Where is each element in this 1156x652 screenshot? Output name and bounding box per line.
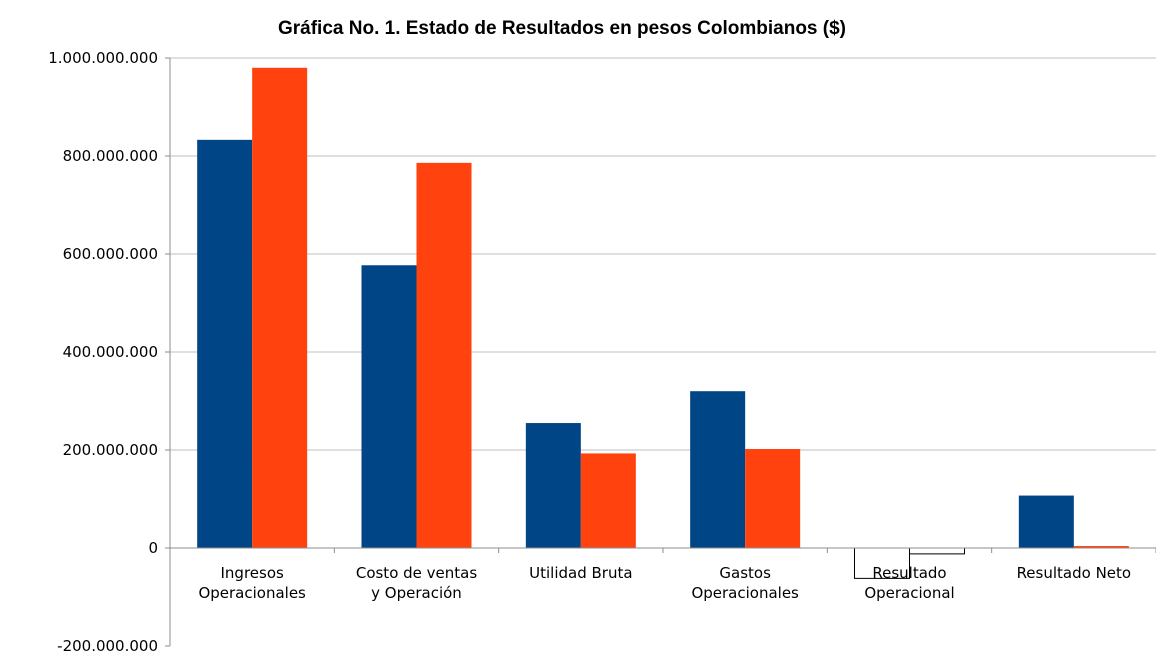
bar-series-2-2	[580, 453, 636, 548]
bars	[197, 67, 1129, 579]
category-label: Resultado Neto	[1017, 564, 1132, 582]
axes	[165, 57, 1156, 647]
bar-series-1-3	[690, 391, 746, 548]
y-tick-label: 1.000.000.000	[48, 49, 158, 67]
category-label: Ingresos	[221, 564, 285, 582]
bar-series-2-3	[745, 449, 801, 548]
category-label: Operacional	[864, 584, 954, 602]
category-label: Gastos	[719, 564, 771, 582]
y-tick-label: 600.000.000	[63, 245, 158, 263]
category-label: Resultado	[872, 564, 946, 582]
category-labels: Ingresos Operacionales Costo de ventas y Op…	[198, 564, 1131, 602]
bar-series-1-4	[854, 547, 910, 579]
y-tick-label: 0	[148, 539, 158, 557]
bar-series-2-0	[252, 67, 308, 549]
bar-series-1-0	[197, 139, 253, 548]
bar-series-1-5	[1018, 495, 1074, 548]
chart-title: Gráfica No. 1. Estado de Resultados en p…	[278, 18, 846, 39]
bar-series-2-5	[1073, 546, 1129, 548]
category-label: Operacionales	[691, 584, 799, 602]
gridlines	[170, 57, 1156, 451]
bar-series-2-4	[909, 547, 965, 555]
bar-series-1-2	[525, 423, 581, 548]
y-tick-labels: -200.000.000 0 200.000.000 400.000.000 600.0…	[48, 49, 158, 652]
category-label: Costo de ventas	[356, 564, 477, 582]
category-label: Operacionales	[198, 584, 306, 602]
category-label: y Operación	[371, 584, 462, 602]
bar-series-1-1	[361, 265, 417, 548]
y-tick-label: -200.000.000	[57, 637, 158, 652]
y-tick-label: 400.000.000	[63, 343, 158, 361]
category-label: Utilidad Bruta	[529, 564, 632, 582]
y-tick-label: 800.000.000	[63, 147, 158, 165]
y-tick-label: 200.000.000	[63, 441, 158, 459]
bar-series-2-1	[416, 162, 472, 549]
